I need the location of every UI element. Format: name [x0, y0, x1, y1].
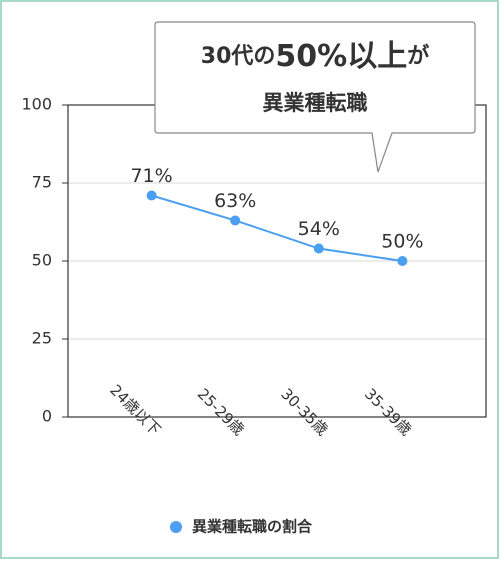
data-label: 54% — [298, 218, 340, 240]
y-tick-label: 75 — [32, 173, 52, 192]
callout-box — [154, 21, 476, 173]
y-tick-label: 25 — [32, 329, 52, 348]
legend-marker — [170, 521, 182, 533]
data-point — [230, 215, 241, 226]
y-tick-label: 0 — [42, 407, 52, 426]
y-tick-label: 100 — [21, 95, 52, 114]
data-label: 71% — [130, 165, 172, 187]
data-label: 50% — [381, 231, 423, 253]
series-line — [151, 194, 403, 262]
callout-part: 30代の — [201, 44, 276, 69]
data-point — [313, 243, 324, 254]
callout-part: が — [407, 43, 429, 69]
callout-part: 50%以上 — [275, 39, 407, 74]
data-point — [146, 190, 157, 201]
data-point — [397, 256, 408, 266]
data-label: 63% — [214, 190, 256, 212]
callout-line2: 異業種転職 — [263, 91, 368, 115]
callout-line1: 30代の50%以上が — [201, 39, 429, 74]
y-tick-label: 50 — [32, 251, 52, 270]
legend-label: 異業種転職の割合 — [192, 518, 313, 536]
